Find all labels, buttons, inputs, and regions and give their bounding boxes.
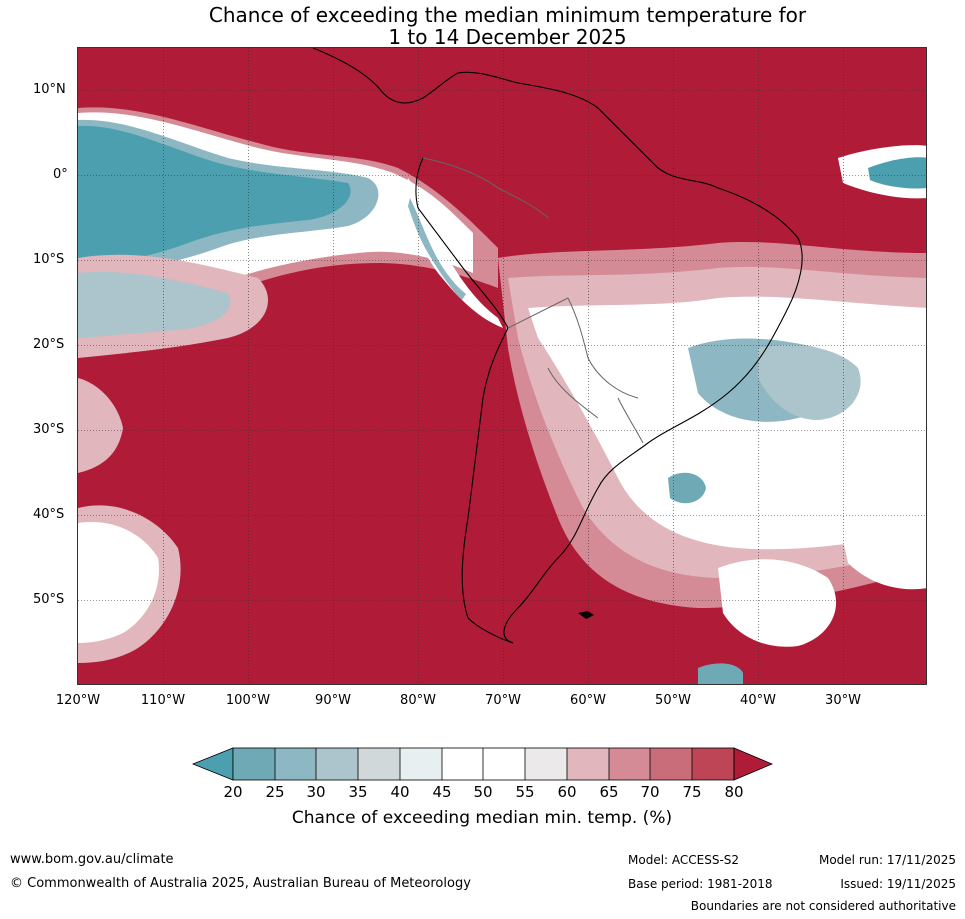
footer-base-period: Base period: 1981-2018: [628, 877, 773, 891]
map-title: Chance of exceeding the median minimum t…: [0, 4, 965, 48]
colorbar-bin-55-60: [525, 748, 567, 780]
lat-tick-50s: 50°S: [33, 592, 65, 607]
colorbar-bin-30-35: [316, 748, 358, 780]
pacific-blue-deep: [78, 125, 351, 267]
colorbar-bin-25-30: [275, 748, 316, 780]
left-edge-pink: [78, 378, 123, 473]
title-line-2: 1 to 14 December 2025: [388, 25, 627, 49]
footer-website[interactable]: www.bom.gov.au/climate: [10, 852, 174, 867]
atlantic-blue-patch: [758, 344, 861, 420]
falklands: [578, 611, 594, 619]
colorbar-label-25: 25: [265, 783, 285, 801]
colorbar-label-65: 65: [599, 783, 619, 801]
forecast-map: [78, 48, 926, 684]
colorbar-label-55: 55: [515, 783, 535, 801]
colorbar-bin-70-75: [650, 748, 692, 780]
lon-tick-70w: 70°W: [485, 693, 521, 708]
colorbar-dividers: [232, 747, 735, 781]
colorbar-title: Chance of exceeding median min. temp. (%…: [291, 808, 673, 828]
lon-tick-50w: 50°W: [655, 693, 691, 708]
lon-tick-30w: 30°W: [825, 693, 861, 708]
colorbar-label-30: 30: [306, 783, 326, 801]
colorbar-bin-65-70: [609, 748, 650, 780]
colorbar-bin-60-65: [567, 748, 609, 780]
footer-disclaimer: Boundaries are not considered authoritat…: [690, 899, 956, 913]
title-line-1: Chance of exceeding the median minimum t…: [208, 3, 807, 27]
footer-issued: Issued: 19/11/2025: [840, 877, 956, 891]
graticule: [78, 48, 926, 684]
colorbar-label-75: 75: [682, 783, 702, 801]
lat-tick-30s: 30°S: [33, 422, 65, 437]
footer-model: Model: ACCESS-S2: [628, 853, 740, 867]
country-boundaries: [422, 157, 644, 444]
south-atlantic-white: [718, 559, 837, 647]
lon-tick-120w: 120°W: [55, 693, 101, 708]
peru-coast-band: [403, 178, 503, 328]
lon-tick-40w: 40°W: [740, 693, 776, 708]
south-atlantic-blue: [698, 663, 743, 684]
lon-tick-110w: 110°W: [140, 693, 186, 708]
colorbar: [191, 747, 774, 781]
brazil-blue-deep-patch: [668, 472, 706, 504]
continent-outline: [312, 48, 803, 644]
se-pacific-white-core: [78, 522, 159, 643]
lat-tick-0: 0°: [53, 167, 68, 182]
colorbar-label-60: 60: [557, 783, 577, 801]
colorbar-label-45: 45: [432, 783, 452, 801]
colorbar-bin-40-45: [400, 748, 442, 780]
colorbar-bin-50-55: [483, 748, 525, 780]
colorbar-high-arrow: [733, 747, 774, 781]
colorbar-bin-35-40: [358, 748, 400, 780]
colorbar-bin-20-25: [233, 748, 275, 780]
peru-coast-blue: [408, 198, 466, 300]
lon-tick-90w: 90°W: [315, 693, 351, 708]
colorbar-bin-75-80: [692, 748, 734, 780]
colorbar-label-20: 20: [223, 783, 243, 801]
footer-model-run: Model run: 17/11/2025: [818, 853, 956, 867]
south-atlantic-east: [838, 512, 926, 590]
lon-tick-100w: 100°W: [225, 693, 271, 708]
colorbar-label-35: 35: [348, 783, 368, 801]
lat-tick-20s: 20°S: [33, 337, 65, 352]
lon-tick-80w: 80°W: [400, 693, 436, 708]
colorbar-label-50: 50: [473, 783, 493, 801]
footer-copyright: © Commonwealth of Australia 2025, Austra…: [10, 876, 471, 891]
atlantic-equator-blue: [868, 157, 926, 189]
lon-tick-60w: 60°W: [570, 693, 606, 708]
map-panel: [77, 47, 927, 685]
colorbar-bin-45-50: [442, 748, 483, 780]
lat-tick-10n: 10°N: [33, 82, 66, 97]
colorbar-label-40: 40: [390, 783, 410, 801]
colorbar-low-arrow: [191, 747, 234, 781]
lat-tick-40s: 40°S: [33, 507, 65, 522]
colorbar-label-80: 80: [724, 783, 744, 801]
colorbar-label-70: 70: [640, 783, 660, 801]
lat-tick-10s: 10°S: [33, 252, 65, 267]
pacific-south-blue: [78, 271, 231, 338]
